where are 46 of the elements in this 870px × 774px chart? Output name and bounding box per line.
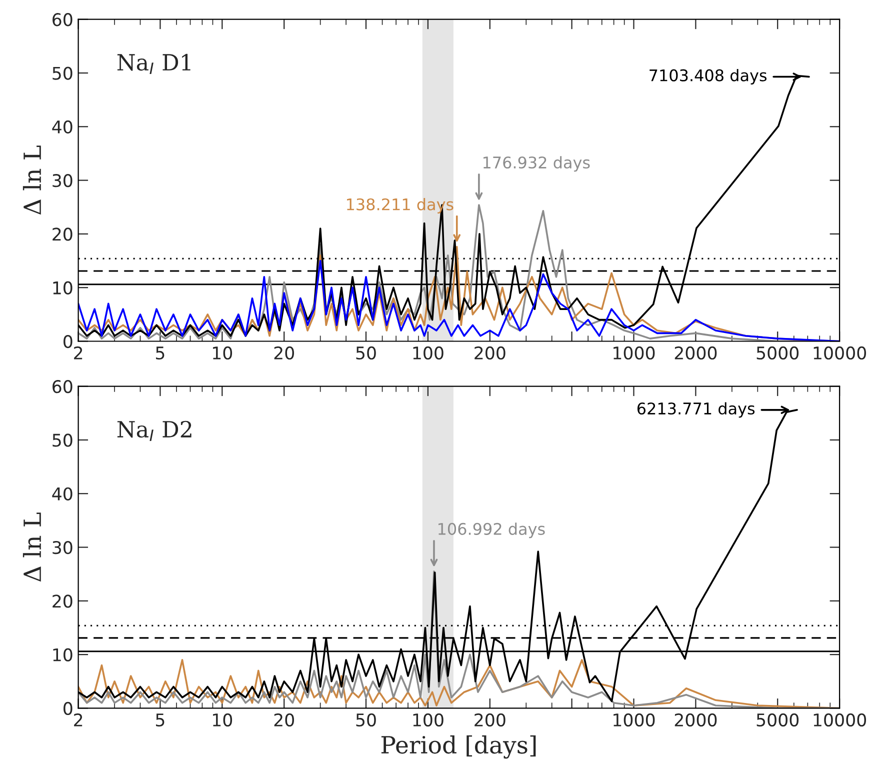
x-tick-label: 5000 (756, 346, 799, 360)
y-tick-label: 40 (52, 487, 72, 500)
annotation: 138.211 days (347, 198, 454, 214)
annotation: 106.992 days (438, 522, 545, 538)
x-tick-label: 10000 (814, 346, 866, 360)
y-tick-label: 50 (52, 434, 72, 447)
y-axis-title: Δ ln L (22, 146, 41, 215)
y-tick-label: 50 (52, 66, 72, 80)
y-tick-label: 10 (53, 281, 72, 294)
y-tick-label: 40 (52, 120, 72, 134)
x-tick-label: 100 (413, 713, 444, 727)
x-tick-label: 10 (213, 713, 232, 727)
y-tick-label: 60 (52, 380, 72, 394)
y-tick-label: 0 (64, 702, 72, 716)
x-tick-label: 5 (156, 346, 164, 360)
x-tick-label: 5 (156, 714, 164, 727)
y-tick-label: 20 (52, 228, 72, 241)
y-tick-label: 0 (64, 334, 72, 348)
x-tick-label: 2 (74, 713, 82, 726)
x-tick-label: 20 (274, 713, 294, 727)
x-axis-title: Period [days] (381, 735, 536, 759)
x-tick-label: 5000 (756, 713, 799, 727)
x-tick-label: 10000 (814, 713, 866, 727)
y-tick-label: 30 (52, 174, 72, 188)
x-tick-label: 200 (474, 346, 506, 360)
y-axis-title: Δ ln L (22, 512, 41, 582)
y-tick-label: 20 (52, 594, 72, 608)
x-tick-label: 10 (213, 346, 232, 360)
x-tick-label: 1000 (614, 346, 655, 360)
x-tick-label: 200 (474, 713, 506, 727)
annotation: 6213.771 days (637, 402, 755, 418)
annotation: 176.932 days (483, 156, 590, 172)
x-tick-label: 1000 (614, 713, 655, 727)
x-tick-label: 2000 (674, 713, 717, 727)
x-tick-label: 2 (74, 346, 82, 360)
y-tick-label: 60 (52, 13, 72, 26)
x-tick-label: 50 (356, 713, 376, 727)
x-tick-label: 2000 (674, 346, 717, 360)
x-tick-label: 50 (356, 346, 376, 360)
annotation: 7103.408 days (650, 69, 767, 84)
y-tick-label: 10 (53, 648, 72, 662)
text: Na$_{I}$ D2 (117, 420, 192, 441)
text: Na$_{I}$ D1 (117, 54, 190, 74)
x-tick-label: 20 (274, 346, 294, 360)
x-tick-label: 100 (413, 346, 444, 360)
y-tick-label: 30 (52, 540, 72, 554)
